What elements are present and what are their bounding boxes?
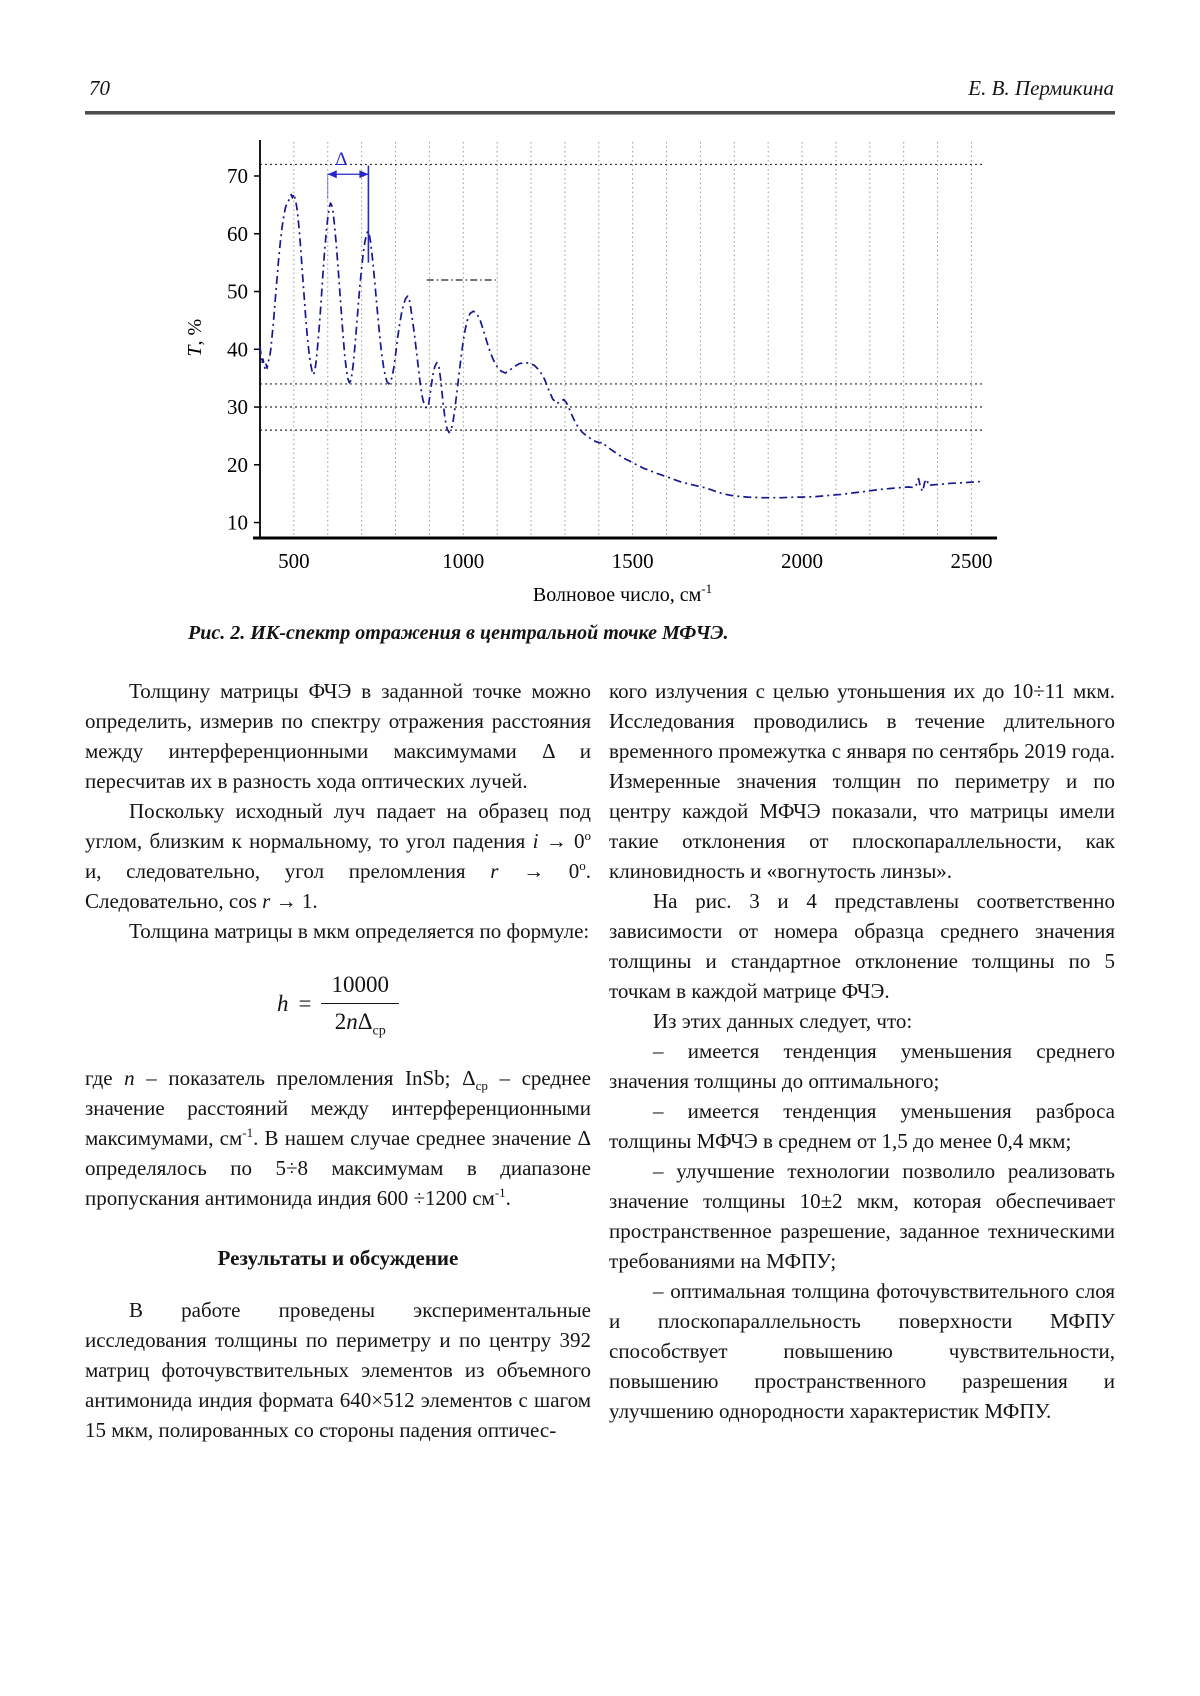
reflection-spectrum-chart: 10 20 30 40 50 60 70 500 1000 1500 2000 2500 Волново… [184, 140, 997, 606]
svg-text:T, %: T, % [184, 319, 206, 357]
formula-equals: = [298, 990, 312, 1016]
body-paragraph: Толщина матрицы в мкм определяется по фо… [129, 919, 590, 943]
figure-caption: Рис. 2. ИК-спектр отражения в центрально… [188, 622, 729, 644]
thickness-formula: h = 10000 2nΔср [85, 970, 591, 1039]
body-paragraph: Из этих данных следует, что: [653, 1009, 913, 1033]
svg-text:20: 20 [227, 453, 248, 477]
svg-text:Волновое число, см-1: Волновое число, см-1 [533, 581, 712, 606]
body-paragraph: В работе проведены экспериментальные исс… [85, 1298, 591, 1442]
formula-lhs: h [277, 990, 289, 1016]
body-paragraph: кого излучения с целью утоньшения их до … [609, 679, 1115, 883]
svg-text:1500: 1500 [612, 549, 654, 573]
header-rule [85, 111, 1115, 115]
svg-text:10: 10 [227, 511, 248, 535]
body-paragraph: Толщину матрицы ФЧЭ в заданной точке мож… [85, 679, 591, 793]
svg-text:70: 70 [227, 164, 248, 188]
body-paragraph: где n – показатель преломления InSb; Δср… [85, 1066, 591, 1210]
running-head-author: Е. В. Пермикина [968, 76, 1114, 100]
formula-numerator: 10000 [321, 970, 399, 1004]
body-paragraph: – имеется тенденция уменьшения разброса … [609, 1099, 1115, 1153]
body-paragraph: Поскольку исходный луч падает на образец… [85, 799, 591, 913]
body-paragraph: – имеется тенденция уменьшения среднего … [609, 1039, 1115, 1093]
formula-denominator: 2nΔср [334, 1009, 386, 1039]
svg-text:2000: 2000 [781, 549, 823, 573]
svg-text:60: 60 [227, 222, 248, 246]
left-column: Толщину матрицы ФЧЭ в заданной точке мож… [85, 676, 591, 1445]
svg-text:1000: 1000 [442, 549, 484, 573]
body-paragraph: – улучшение технологии позволило реализо… [609, 1159, 1115, 1273]
svg-text:50: 50 [227, 280, 248, 304]
svg-text:30: 30 [227, 395, 248, 419]
figure-2: 10 20 30 40 50 60 70 500 1000 1500 2000 2500 Волново… [0, 130, 1200, 660]
right-column: кого излучения с целью утоньшения их до … [609, 676, 1115, 1445]
formula-fraction: 10000 2nΔср [321, 970, 399, 1039]
svg-text:40: 40 [227, 337, 248, 361]
svg-text:500: 500 [278, 549, 310, 573]
section-heading: Результаты и обсуждение [217, 1246, 459, 1270]
body-paragraph: – оптимальная толщина фоточувствительног… [609, 1279, 1115, 1423]
page-number: 70 [89, 76, 110, 100]
svg-text:Δ: Δ [335, 149, 347, 170]
body-paragraph: На рис. 3 и 4 представлены соответственн… [609, 889, 1115, 1003]
article-body: Толщину матрицы ФЧЭ в заданной точке мож… [85, 676, 1115, 1445]
svg-text:2500: 2500 [950, 549, 992, 573]
